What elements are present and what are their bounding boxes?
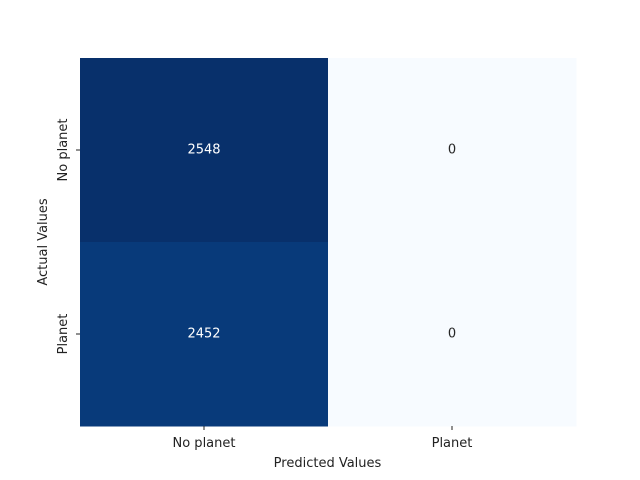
heatmap-cell-r1-c1 [328, 242, 577, 427]
x-tick-label-0: No planet [173, 436, 236, 451]
x-axis-label: Predicted Values [274, 456, 382, 471]
heatmap-cell-r1-c0 [80, 242, 329, 427]
cell-value-label-r1-c1: 0 [448, 327, 456, 342]
heatmap-cell-r0-c0 [80, 58, 329, 243]
heatmap-cell-r0-c1 [328, 58, 577, 243]
y-tick-label-0: No planet [56, 119, 71, 182]
cell-value-label-r0-c0: 2548 [187, 143, 220, 158]
y-tick-label-1: Planet [56, 314, 71, 355]
cell-value-label-r1-c0: 2452 [187, 327, 220, 342]
heatmap-cell-labels: 2548 0 2452 0 [187, 143, 456, 342]
cell-value-label-r0-c1: 0 [448, 143, 456, 158]
x-axis-ticks: No planet Planet [173, 426, 473, 451]
y-axis-ticks: No planet Planet [56, 119, 80, 355]
y-axis-label: Actual Values [36, 198, 51, 286]
x-tick-label-1: Planet [432, 436, 473, 451]
heatmap-cells [80, 58, 577, 427]
